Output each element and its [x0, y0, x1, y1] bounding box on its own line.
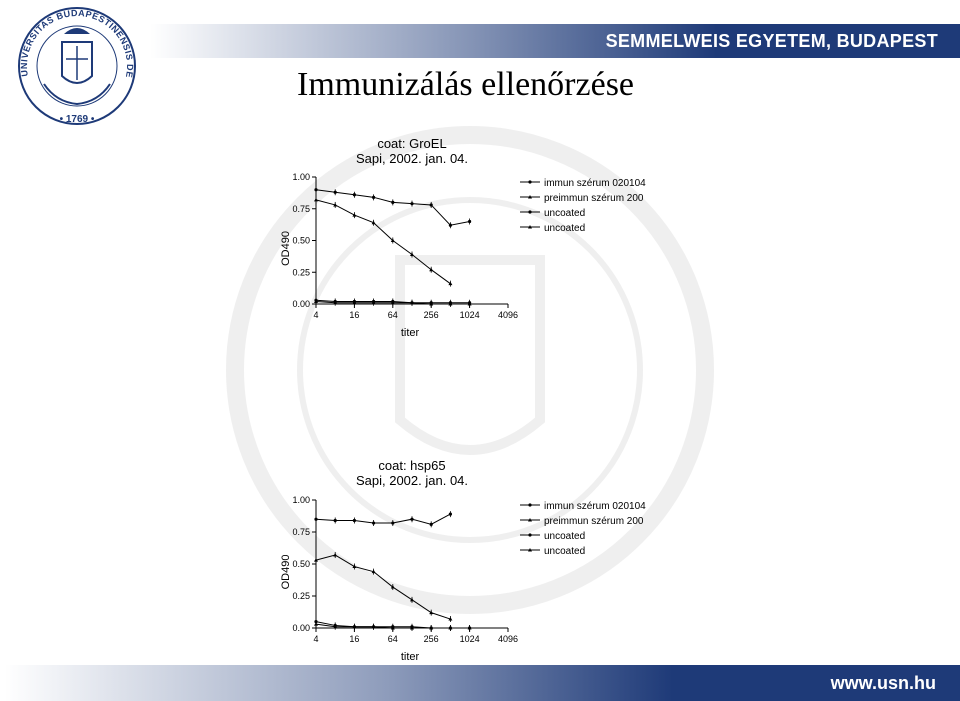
- footer-banner: www.usn.hu: [4, 665, 960, 701]
- series-line: [315, 623, 470, 629]
- x-tick-label: 4: [313, 634, 318, 644]
- data-point: [390, 626, 395, 630]
- seal-watermark: [226, 126, 714, 614]
- data-point: [391, 625, 395, 629]
- data-point: [410, 626, 414, 630]
- data-point: [448, 626, 452, 630]
- footer-url: www.usn.hu: [830, 673, 936, 693]
- data-point: [352, 624, 357, 629]
- y-tick-label: 0.00: [292, 623, 310, 633]
- data-point: [429, 626, 433, 630]
- data-point: [314, 620, 318, 624]
- x-tick-label: 256: [424, 634, 439, 644]
- university-seal-logo: UNIVERSITAS BUDAPESTINENSIS DE SEMMELWEI…: [6, 4, 136, 125]
- series-line: [315, 621, 470, 629]
- data-point: [314, 622, 318, 626]
- university-name: SEMMELWEIS EGYETEM, BUDAPEST: [605, 31, 938, 51]
- data-point: [372, 625, 376, 629]
- page-title: Immunizálás ellenőrzése: [297, 66, 635, 103]
- x-axis-label: titer: [401, 651, 420, 663]
- x-tick-label: 16: [349, 634, 359, 644]
- header-banner: SEMMELWEIS EGYETEM, BUDAPEST: [150, 24, 960, 58]
- data-point: [333, 623, 337, 628]
- x-tick-label: 4096: [498, 634, 518, 644]
- data-point: [448, 626, 453, 630]
- x-tick-label: 1024: [460, 634, 480, 644]
- data-point: [352, 625, 356, 629]
- data-point: [429, 626, 434, 630]
- data-point: [410, 625, 414, 629]
- x-tick-label: 64: [388, 634, 398, 644]
- data-point: [468, 626, 472, 630]
- seal-year: • 1769 •: [60, 114, 95, 125]
- data-point: [467, 626, 472, 630]
- data-point: [371, 624, 376, 629]
- data-point: [333, 624, 338, 629]
